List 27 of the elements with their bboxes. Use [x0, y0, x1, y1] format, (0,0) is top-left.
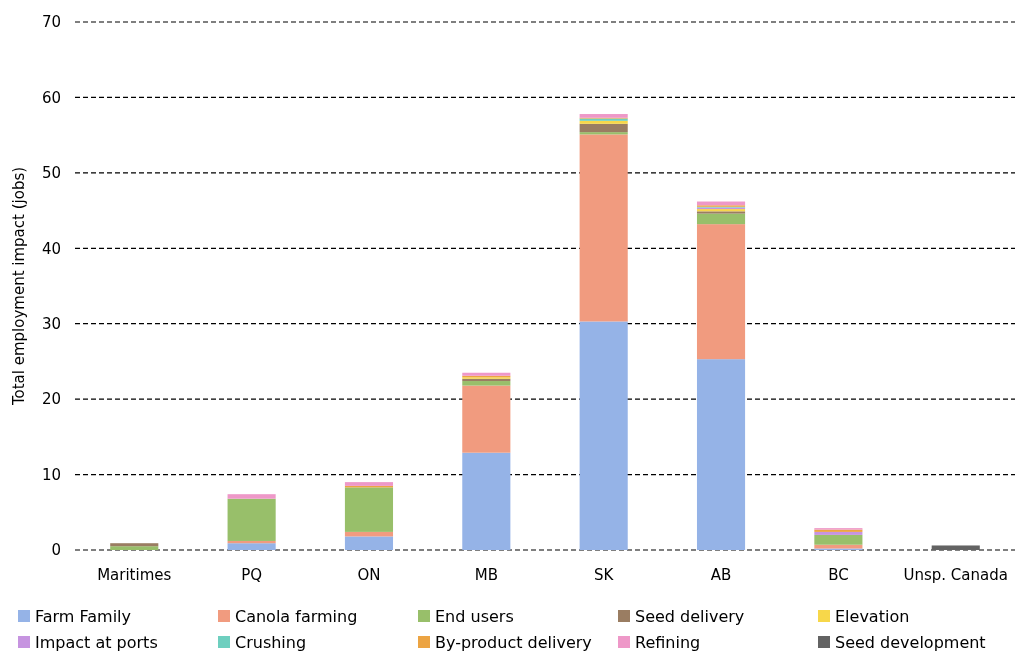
legend-label: Refining [635, 632, 701, 652]
y-tick-label: 0 [51, 541, 61, 560]
x-tick-label: Unsp. Canada [903, 566, 1008, 584]
legend-label: Seed delivery [635, 606, 745, 626]
x-tick-label: ON [357, 566, 381, 584]
x-tick-label: BC [828, 566, 849, 584]
y-axis-title: Total employment impact (jobs) [10, 166, 28, 407]
x-tick-label: AB [710, 566, 732, 584]
y-tick-label: 70 [41, 13, 61, 32]
y-tick-label: 20 [41, 390, 61, 409]
legend-label: Farm Family [35, 606, 131, 626]
legend-label: Crushing [235, 632, 307, 652]
legend-label: Canola farming [235, 606, 358, 626]
legend-label: Elevation [835, 606, 910, 626]
legend-label: Seed development [835, 632, 986, 652]
y-tick-label: 30 [41, 314, 61, 333]
y-tick-label: 50 [41, 164, 61, 183]
legend-label: By-product delivery [435, 632, 592, 652]
y-tick-label: 10 [41, 465, 61, 484]
y-tick-label: 40 [41, 239, 61, 258]
legend-label: Impact at ports [35, 632, 158, 652]
legend-label: End users [435, 606, 514, 626]
y-tick-label: 60 [41, 88, 61, 107]
x-tick-label: SK [594, 566, 615, 584]
x-tick-label: PQ [241, 566, 263, 584]
x-tick-label: MB [474, 566, 498, 584]
x-tick-label: Maritimes [97, 566, 172, 584]
